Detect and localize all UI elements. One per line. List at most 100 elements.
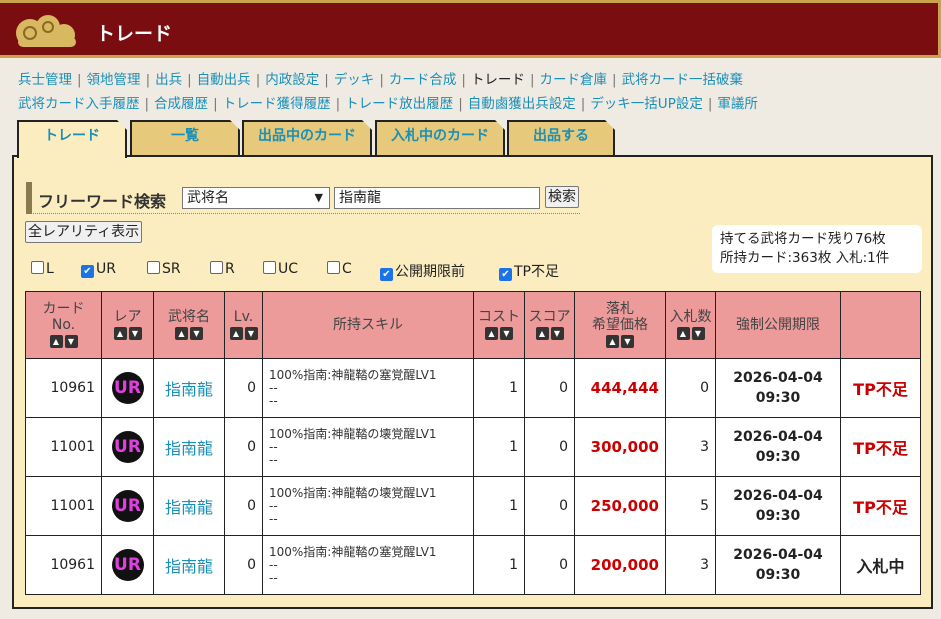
sort-up-icon[interactable]: ▲ — [49, 334, 63, 348]
sort-down-icon[interactable]: ▼ — [621, 334, 634, 348]
nav-link[interactable]: デッキ — [333, 72, 375, 88]
header-card: カード — [42, 301, 85, 317]
search-field-select[interactable]: 武将名 ▼ — [182, 187, 330, 209]
skill-line: -- — [269, 393, 278, 408]
filter-C[interactable]: C — [327, 261, 352, 277]
header-deadline: 強制公開期限 — [715, 291, 841, 359]
filter-TP不足[interactable]: ✔ TP不足 — [499, 261, 559, 281]
level: 0 — [224, 358, 263, 418]
nav-link[interactable]: 兵士管理 — [18, 72, 72, 88]
status: TP不足 — [840, 476, 921, 536]
sort-up-icon[interactable]: ▲ — [175, 326, 188, 340]
sort-up-icon[interactable]: ▲ — [229, 326, 243, 340]
nav-link[interactable]: 武将カード一括破棄 — [621, 72, 744, 88]
heading-bar — [26, 182, 32, 214]
name-cell: 指南龍 — [153, 476, 225, 536]
filter-UC[interactable]: UC — [263, 261, 298, 277]
rarity-cell: UR — [101, 417, 154, 477]
general-name-link[interactable]: 指南龍 — [164, 380, 213, 399]
score: 0 — [524, 417, 575, 477]
sort-up-icon[interactable]: ▲ — [606, 334, 619, 348]
header-cost: コスト — [478, 309, 520, 325]
nav-link[interactable]: カード倉庫 — [539, 72, 608, 88]
nav-link[interactable]: トレード — [470, 72, 525, 88]
checkbox-icon[interactable]: ✔ — [81, 265, 94, 278]
tab-3[interactable]: 入札中のカード — [375, 120, 505, 156]
sort-down-icon[interactable]: ▼ — [244, 326, 258, 340]
nav-link[interactable]: 自動鹵獲出兵設定 — [467, 96, 576, 112]
card-no: 10961 — [25, 535, 102, 595]
nav-link[interactable]: トレード放出履歴 — [345, 96, 454, 112]
level: 0 — [224, 476, 263, 536]
header-rare: レア — [113, 309, 142, 325]
sort-down-icon[interactable]: ▼ — [190, 326, 203, 340]
nav-separator: | — [335, 96, 341, 112]
deadline-cell: 2026-04-04 09:30 — [715, 417, 841, 477]
sort-up-icon[interactable]: ▲ — [535, 326, 549, 340]
sort-down-icon[interactable]: ▼ — [128, 326, 142, 340]
checkbox-icon[interactable] — [31, 261, 44, 274]
header-card-no: カード No. ▲ ▼ — [25, 291, 102, 359]
header-price-2: 希望価格 — [592, 317, 648, 333]
checkbox-icon[interactable]: ✔ — [380, 268, 393, 281]
name-cell: 指南龍 — [153, 535, 225, 595]
tab-0[interactable]: トレード — [17, 120, 127, 158]
general-name-link[interactable]: 指南龍 — [164, 439, 213, 458]
filter-R[interactable]: R — [210, 261, 235, 277]
general-name-link[interactable]: 指南龍 — [164, 498, 213, 517]
card-no: 10961 — [25, 358, 102, 418]
nav-link[interactable]: 合成履歴 — [154, 96, 209, 112]
header-cost-cell: コスト ▲ ▼ — [473, 291, 525, 359]
checkbox-icon[interactable] — [147, 261, 160, 274]
sort-up-icon[interactable]: ▲ — [485, 326, 498, 340]
filter-UR[interactable]: ✔ UR — [81, 261, 116, 278]
price: 300,000 — [574, 417, 666, 477]
deadline-cell: 2026-04-04 09:30 — [715, 535, 841, 595]
all-rarity-button[interactable]: 全レアリティ表示 — [25, 221, 143, 243]
search-input[interactable]: 指南龍 — [334, 187, 540, 209]
trade-panel: フリーワード検索 武将名 ▼ 指南龍 検索 全レアリティ表示 L ✔ UR SR R UC C… — [12, 155, 933, 609]
deadline-cell: 2026-04-04 09:30 — [715, 358, 841, 418]
checkbox-icon[interactable] — [210, 261, 223, 274]
sort-down-icon[interactable]: ▼ — [500, 326, 513, 340]
score: 0 — [524, 535, 575, 595]
filter-label: L — [46, 261, 54, 277]
filter-L[interactable]: L — [31, 261, 54, 277]
cloud-logo-icon — [16, 15, 76, 47]
deadline-cell: 2026-04-04 09:30 — [715, 476, 841, 536]
nav-separator: | — [458, 96, 463, 112]
sort-down-icon[interactable]: ▼ — [691, 326, 705, 340]
checkbox-icon[interactable] — [263, 261, 276, 274]
sort-down-icon[interactable]: ▼ — [550, 326, 564, 340]
nav-link[interactable]: 軍議所 — [717, 96, 758, 112]
checkbox-icon[interactable]: ✔ — [499, 268, 512, 281]
checkbox-icon[interactable] — [327, 261, 340, 274]
sort-up-icon[interactable]: ▲ — [676, 326, 690, 340]
search-button[interactable]: 検索 — [545, 186, 579, 208]
table-row: 10961 UR 指南龍 0 100%指南:神龍鞜の塞覚醒LV1 -- -- 1 0 200,00… — [25, 535, 921, 595]
nav-link[interactable]: トレード獲得履歴 — [222, 96, 331, 112]
nav-link[interactable]: カード合成 — [388, 72, 457, 88]
header-lv: Lv. — [233, 309, 254, 325]
filter-label: SR — [162, 261, 181, 277]
tab-4[interactable]: 出品する — [507, 120, 615, 156]
deadline-date: 2026-04-04 — [733, 488, 823, 504]
sort-up-icon[interactable]: ▲ — [113, 326, 127, 340]
tab-1[interactable]: 一覧 — [130, 120, 240, 156]
sort-down-icon[interactable]: ▼ — [64, 334, 78, 348]
skill-line: -- — [269, 498, 278, 513]
header-lv-cell: Lv. ▲ ▼ — [224, 291, 263, 359]
nav-link[interactable]: 内政設定 — [265, 72, 320, 88]
nav-link[interactable]: デッキ一括UP設定 — [590, 96, 703, 112]
filter-公開期限前[interactable]: ✔ 公開期限前 — [380, 261, 465, 281]
nav-link[interactable]: 出兵 — [155, 72, 183, 88]
nav-link[interactable]: 領地管理 — [86, 72, 141, 88]
general-name-link[interactable]: 指南龍 — [164, 557, 213, 576]
skill-line: -- — [269, 511, 278, 526]
nav-link[interactable]: 武将カード入手履歴 — [18, 96, 140, 112]
tab-2[interactable]: 出品中のカード — [242, 120, 372, 156]
filter-SR[interactable]: SR — [147, 261, 181, 277]
nav-separator: | — [145, 72, 151, 88]
nav-row-1: 兵士管理 | 領地管理 | 出兵 | 自動出兵 | 内政設定 | デッキ | カード合成 | トレード | カー… — [18, 68, 743, 88]
nav-link[interactable]: 自動出兵 — [196, 72, 251, 88]
